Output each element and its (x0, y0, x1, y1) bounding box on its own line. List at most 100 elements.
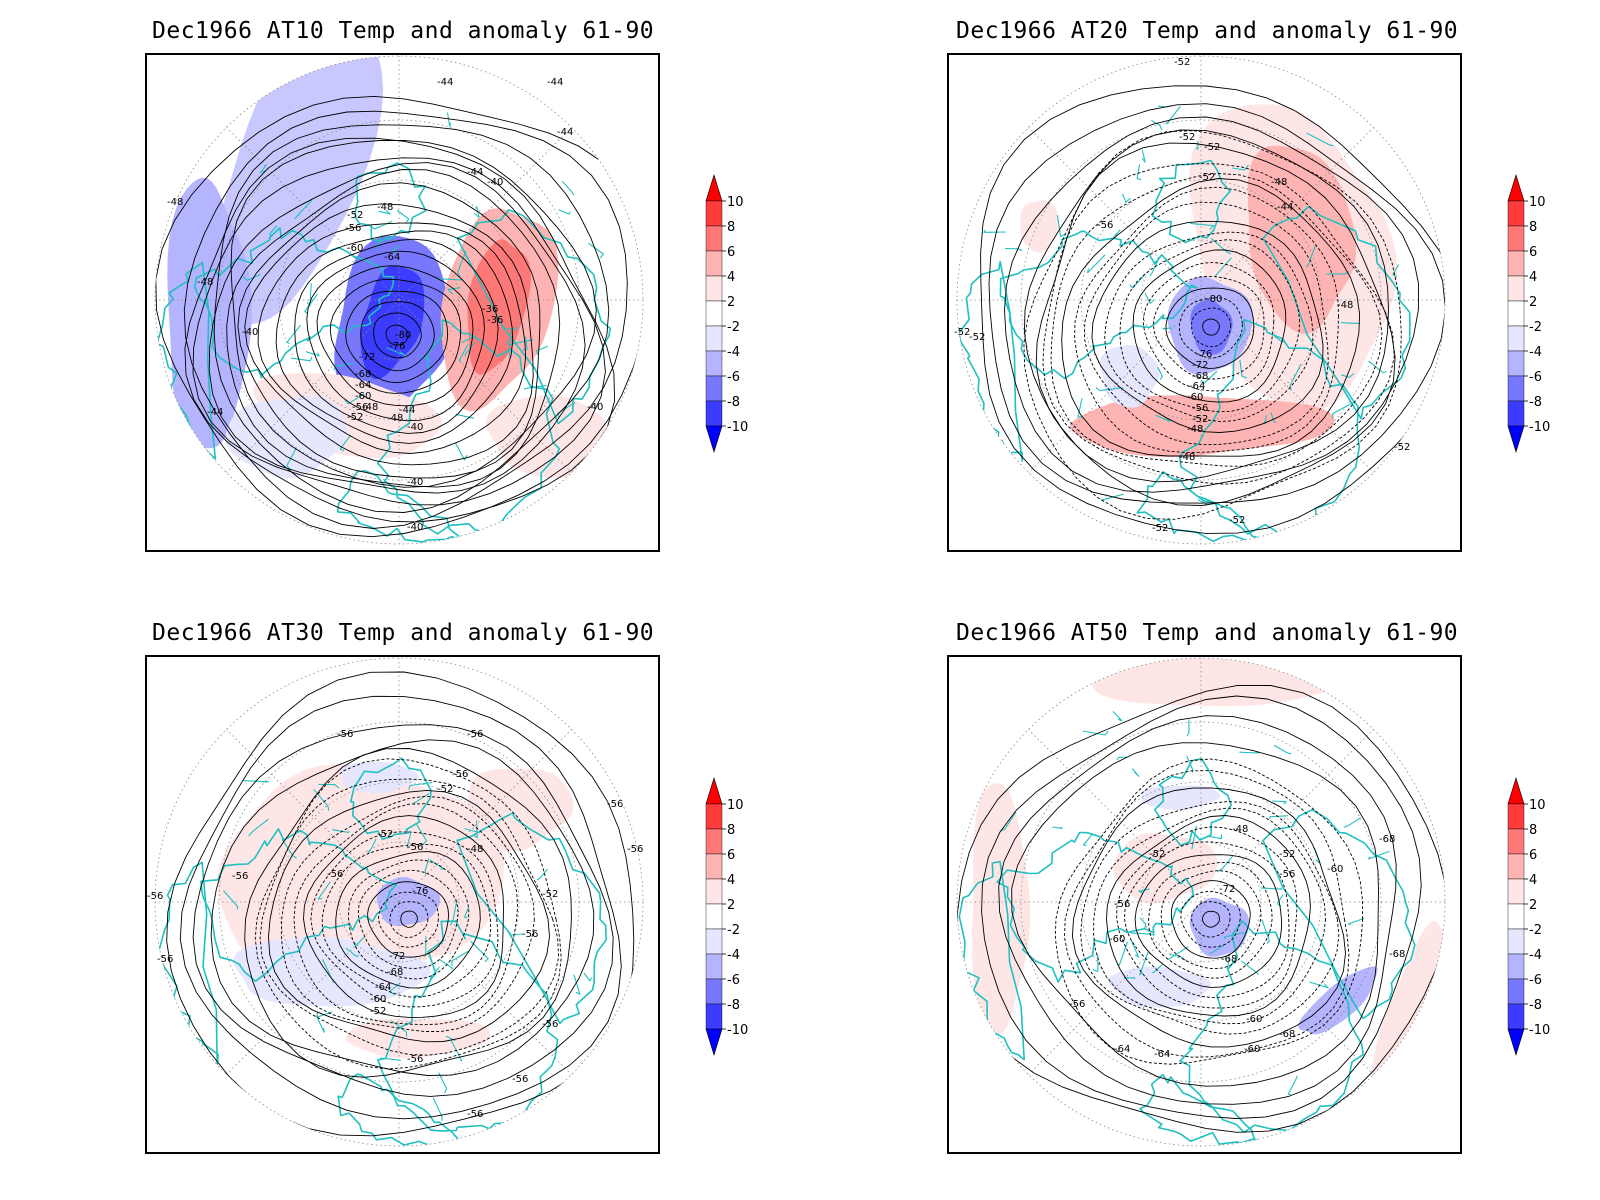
border-segment (1152, 963, 1163, 974)
temperature-contour (254, 758, 562, 1070)
temperature-contour (316, 265, 474, 407)
border-segment (259, 164, 268, 174)
border-segment (1056, 215, 1066, 238)
colorbar-arrow-bottom (1507, 1028, 1525, 1057)
polar-map: -52 -52 -52 -52 -52 -52 -56 -48 -44 -80 -48 -76 -72-… (947, 53, 1462, 552)
contour-label: -48 (1337, 300, 1353, 311)
colorbar-segment (705, 325, 723, 352)
border-segment (1309, 981, 1329, 989)
colorbar-segment (705, 903, 723, 930)
contour-label: -52 (542, 889, 558, 900)
graticule-longitude (398, 299, 572, 473)
anomaly-region (345, 1018, 490, 1059)
colorbar-segment (705, 828, 723, 855)
border-segment (1306, 132, 1334, 147)
colorbar-segment (1507, 853, 1525, 880)
contour-label: -56 (522, 929, 538, 940)
border-segment (332, 829, 350, 833)
temperature-contour (166, 671, 635, 1137)
contour-label: -52 (1192, 414, 1208, 425)
contour-label: -68 (1221, 954, 1237, 965)
temperature-contour (357, 869, 459, 969)
color-legend: 10 8 6 4 2 -2 -4 -6 -8 -10 (1507, 776, 1578, 1068)
temperature-contour (179, 695, 622, 1120)
border-segment (1289, 364, 1302, 391)
anomaly-colorbar: 10 8 6 4 2 -2 -4 -6 -8 -10 (1507, 173, 1550, 454)
colorbar-tick-label: -6 (1529, 973, 1542, 988)
contour-label: -52 (1279, 849, 1295, 860)
map-content (957, 658, 1445, 1146)
border-segment (1130, 932, 1155, 937)
temperature-contour (1004, 116, 1420, 493)
border-segment (386, 347, 406, 356)
border-segment (1121, 193, 1131, 203)
temperature-contour (988, 103, 1445, 504)
temperature-contour (1191, 307, 1232, 348)
contour-label: -80 (395, 330, 411, 341)
contour-label: -60 (1327, 864, 1343, 875)
colorbar-tick-label: 2 (727, 295, 735, 310)
contour-label: -44 (207, 407, 223, 418)
colorbar-arrow-top (1507, 776, 1525, 805)
contour-label: -52 (954, 327, 970, 338)
border-segment (1167, 946, 1189, 960)
temperature-contour (155, 95, 643, 538)
coastlines (157, 757, 607, 1146)
border-segment (461, 335, 476, 344)
border-segment (345, 947, 359, 958)
colorbar-segment (1507, 250, 1525, 277)
temperature-contour (980, 85, 1445, 534)
contour-label: -52 (347, 412, 363, 423)
colorbar-segment (1507, 978, 1525, 1005)
anomaly-region (1369, 920, 1445, 1098)
contour-label: -72 (359, 352, 375, 363)
temperature-contour (1170, 880, 1251, 959)
contour-label: -56 (337, 729, 353, 740)
border-segment (455, 443, 468, 461)
contour-label: -48 (362, 402, 378, 413)
border-segment (1200, 370, 1218, 384)
contour-label: -56 (1097, 220, 1113, 231)
colorbar-segment (705, 275, 723, 302)
border-segment (339, 434, 352, 452)
anomaly-colorbar: 10 8 6 4 2 -2 -4 -6 -8 -10 (705, 776, 748, 1057)
temperature-contour (1202, 318, 1220, 336)
colorbar-tick-label: -6 (727, 370, 740, 385)
contour-label: -56 (157, 954, 173, 965)
temperature-contour (213, 124, 610, 513)
border-segment (536, 345, 549, 356)
colorbar-tick-label: 2 (1529, 295, 1537, 310)
contour-label: -52 (1394, 442, 1410, 453)
contour-label: -68 (387, 967, 403, 978)
polar-stereographic-map: -56 -56 -56 -52 -56 -56 -52 -56 -48 -56 -56 -56 -76 -… (147, 657, 644, 1147)
contour-label: -48 (467, 844, 483, 855)
border-segment (378, 209, 391, 215)
border-segment (1149, 259, 1159, 277)
temperature-contour (1064, 770, 1350, 1058)
temperature-contour (1104, 231, 1314, 422)
border-segment (1368, 850, 1390, 860)
border-segment (1129, 273, 1146, 289)
colorbar-segment (1507, 1003, 1525, 1030)
temperature-contour (259, 778, 560, 1056)
temperature-contour (1061, 178, 1361, 457)
contour-label: -52 (347, 210, 363, 221)
polar-map: -48 -52 -52 -56 -60 -72 -56 -60 -68 -68 -60 -56 -68 -… (947, 655, 1462, 1154)
contour-label: -44 (557, 127, 573, 138)
coastline-segment (996, 831, 1194, 983)
border-segment (286, 325, 301, 345)
contour-label: -64 (1154, 1049, 1170, 1060)
border-segment (1052, 826, 1063, 829)
contour-label: -80 (1206, 294, 1222, 305)
colorbar-segment (1507, 878, 1525, 905)
border-segment (1087, 254, 1106, 274)
border-segment (1130, 939, 1140, 958)
contour-label: -64 (1114, 1044, 1130, 1055)
border-segment (1151, 120, 1163, 131)
map-panel-at50: Dec1966 AT50 Temp and anomaly 61-90 -48-… (800, 600, 1600, 1200)
contour-label: -56 (1069, 999, 1085, 1010)
coastline-segment (957, 260, 1024, 462)
contour-label: -52 (1174, 57, 1190, 68)
temperature-contour (329, 278, 462, 394)
temperature-contour (1106, 815, 1311, 1017)
